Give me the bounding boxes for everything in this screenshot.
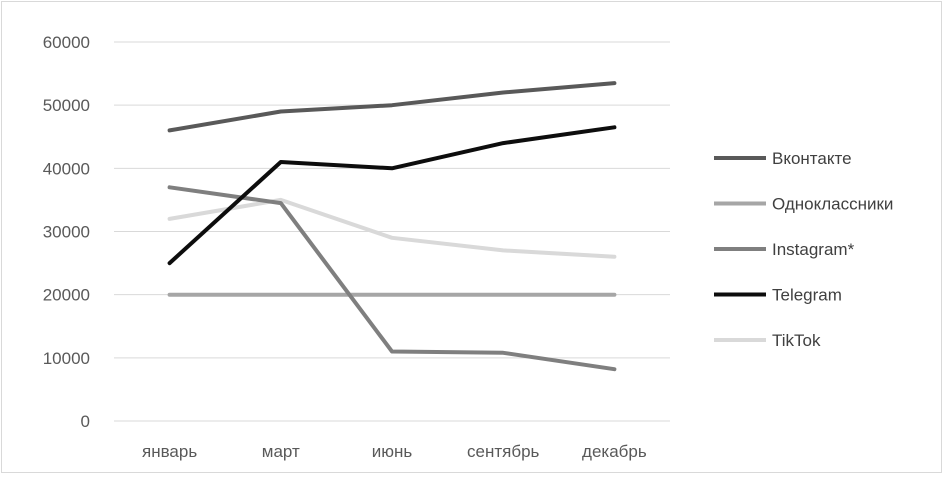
legend-label: TikTok xyxy=(772,331,821,350)
legend: Вконтакте Одноклассники Instagram* Telegram… xyxy=(714,149,893,350)
legend-item: Telegram xyxy=(714,286,842,305)
series-line-2 xyxy=(167,185,617,372)
x-category-label: июнь xyxy=(372,442,413,461)
legend-item: TikTok xyxy=(714,331,821,350)
legend-label: Telegram xyxy=(772,286,842,305)
legend-label: Одноклассники xyxy=(772,195,893,214)
y-tick-label: 20000 xyxy=(43,286,90,305)
y-tick-label: 10000 xyxy=(43,349,90,368)
legend-label: Instagram* xyxy=(772,240,855,259)
x-category-label: январь xyxy=(142,442,197,461)
y-tick-label: 50000 xyxy=(43,96,90,115)
series-lines xyxy=(167,81,617,372)
legend-label: Вконтакте xyxy=(772,149,852,168)
legend-item: Одноклассники xyxy=(714,195,893,214)
y-tick-label: 40000 xyxy=(43,159,90,178)
series-line-0 xyxy=(167,81,617,133)
y-axis-tick-labels: 0 10000 20000 30000 40000 50000 60000 xyxy=(43,33,90,431)
x-category-label: сентябрь xyxy=(467,442,540,461)
y-tick-label: 0 xyxy=(81,412,90,431)
series-line-4 xyxy=(167,197,617,259)
line-chart: 0 10000 20000 30000 40000 50000 60000 январь ма… xyxy=(43,33,894,461)
series-line-3 xyxy=(167,125,617,266)
legend-item: Instagram* xyxy=(714,240,855,259)
legend-item: Вконтакте xyxy=(714,149,852,168)
x-category-label: декабрь xyxy=(582,442,647,461)
y-tick-label: 30000 xyxy=(43,223,90,242)
y-tick-label: 60000 xyxy=(43,33,90,52)
x-category-label: март xyxy=(262,442,300,461)
x-axis-category-labels: январь март июнь сентябрь декабрь xyxy=(142,442,647,461)
